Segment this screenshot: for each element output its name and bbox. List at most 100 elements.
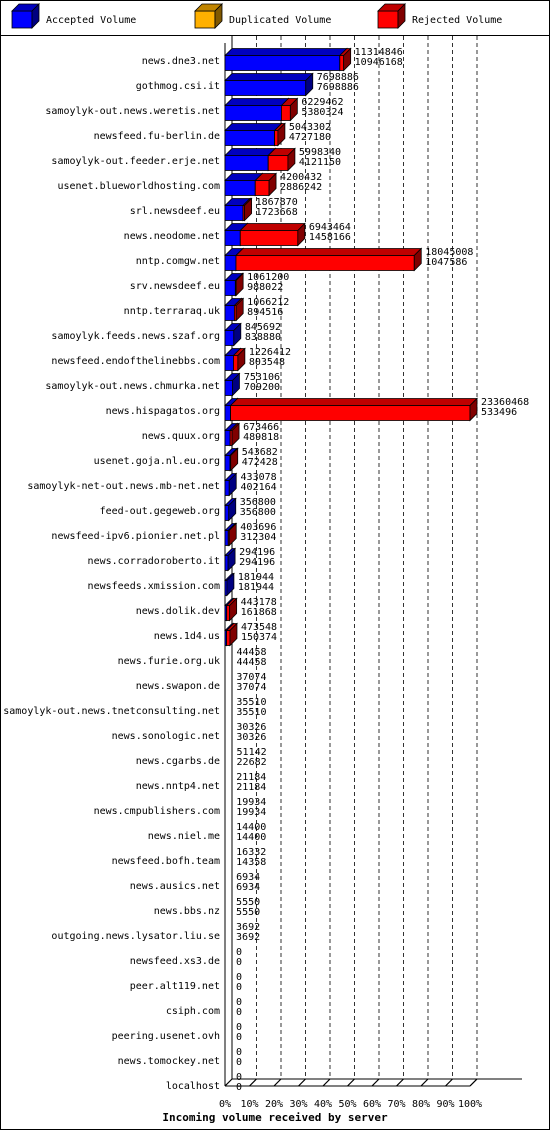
- x-tick-mark: [298, 1078, 306, 1087]
- value-label-accepted: 0: [236, 982, 242, 993]
- value-label-accepted: 1723668: [256, 207, 298, 218]
- value-label-accepted: 489818: [243, 432, 279, 443]
- bar-accepted: [224, 122, 283, 147]
- x-tick-mark: [371, 1078, 380, 1087]
- x-tick-label: 10%: [240, 1099, 258, 1110]
- category-label: nntp.terraraq.uk: [124, 306, 220, 317]
- bar-rejected: [229, 422, 241, 447]
- value-label-total: 1867870: [256, 197, 298, 208]
- category-label: news.swapon.de: [136, 681, 220, 692]
- value-label-total: 181944: [238, 572, 274, 583]
- value-label-total: 5043302: [289, 122, 331, 133]
- bar-rejected: [225, 622, 238, 647]
- value-label-accepted: 5550: [236, 907, 260, 918]
- value-label-total: 44458: [236, 647, 266, 658]
- value-label-total: 19934: [236, 797, 266, 808]
- x-tick-mark: [396, 1078, 404, 1087]
- bar-rejected: [254, 172, 278, 197]
- value-label-accepted: 5380324: [301, 107, 343, 118]
- value-label-total: 6943464: [309, 222, 351, 233]
- category-label: news.nntp4.net: [136, 781, 220, 792]
- x-axis: 0% 10% 20% 30% 40% 50% 60% 70% 80% 90% 100%: [219, 1078, 522, 1110]
- category-label: gothmog.csi.it: [136, 81, 220, 92]
- value-label-total: 673466: [243, 422, 279, 433]
- value-label-total: 7698886: [317, 72, 359, 83]
- value-label-total: 30326: [236, 722, 266, 733]
- bar-accepted: [224, 497, 237, 522]
- category-label: srv.newsdeef.eu: [130, 281, 220, 292]
- x-tick-label: 60%: [363, 1099, 381, 1110]
- value-label-total: 0: [236, 1022, 242, 1033]
- x-tick-label: 20%: [265, 1099, 283, 1110]
- x-tick-mark: [273, 1078, 282, 1087]
- value-label-total: 1226412: [249, 347, 291, 358]
- category-label: news.dolik.dev: [136, 606, 220, 617]
- bar-rejected: [239, 222, 306, 247]
- value-label-total: 0: [236, 947, 242, 958]
- value-label-accepted: 312304: [240, 532, 276, 543]
- category-label: news.cgarbs.de: [136, 756, 220, 767]
- value-label-total: 1066212: [247, 297, 289, 308]
- value-label-accepted: 0: [236, 1057, 242, 1068]
- value-label-accepted: 150374: [241, 632, 277, 643]
- value-label-total: 753106: [244, 372, 280, 383]
- legend-item-duplicated: Duplicated Volume: [194, 3, 331, 29]
- bar-rejected: [267, 147, 296, 172]
- bar-rejected: [229, 397, 478, 422]
- bar-accepted: [224, 322, 242, 347]
- value-label-total: 356800: [240, 497, 276, 508]
- bar-rejected: [234, 272, 245, 297]
- value-label-total: 16332: [236, 847, 266, 858]
- value-label-total: 6934: [236, 872, 260, 883]
- legend-label-accepted: Accepted Volume: [46, 15, 136, 26]
- category-label: csiph.com: [166, 1006, 220, 1017]
- x-tick-label: 0%: [219, 1099, 231, 1110]
- value-label-accepted: 181944: [238, 582, 274, 593]
- value-label-total: 1061200: [247, 272, 289, 283]
- value-label-total: 0: [236, 997, 242, 1008]
- bar-rejected: [228, 447, 239, 472]
- value-label-total: 294196: [239, 547, 275, 558]
- category-label: samoylyk-out.feeder.erje.net: [51, 156, 220, 167]
- x-tick-label: 90%: [436, 1099, 454, 1110]
- value-label-accepted: 1047586: [425, 257, 467, 268]
- value-label-accepted: 803548: [249, 357, 285, 368]
- category-label: samoylyk.feeds.news.szaf.org: [51, 331, 220, 342]
- legend-label-rejected: Rejected Volume: [412, 15, 502, 26]
- bar-accepted: [224, 472, 238, 497]
- legend: Accepted Volume Duplicated Volume Rejected…: [11, 3, 502, 29]
- value-label-accepted: 3692: [236, 932, 260, 943]
- category-label: srl.newsdeef.eu: [130, 206, 220, 217]
- value-label-total: 23360468: [481, 397, 529, 408]
- category-label: news.quux.org: [142, 431, 220, 442]
- category-label: samoylyk-out.news.chmurka.net: [45, 381, 220, 392]
- category-label: newsfeeds.xmission.com: [88, 581, 220, 592]
- category-label: newsfeed.bofh.team: [112, 856, 220, 867]
- value-label-accepted: 0: [236, 957, 242, 968]
- value-label-total: 11314846: [355, 47, 403, 58]
- value-label-total: 5998340: [299, 147, 341, 158]
- category-label: news.bbs.nz: [154, 906, 220, 917]
- value-label-accepted: 7698886: [317, 82, 359, 93]
- value-label-total: 543682: [242, 447, 278, 458]
- x-tick-mark: [469, 1078, 478, 1087]
- value-label-total: 6229462: [301, 97, 343, 108]
- value-label-accepted: 294196: [239, 557, 275, 568]
- value-label-accepted: 161868: [241, 607, 277, 618]
- value-label-total: 403696: [240, 522, 276, 533]
- value-label-accepted: 356800: [240, 507, 276, 518]
- x-tick-label: 40%: [314, 1099, 332, 1110]
- x-tick-mark: [445, 1078, 453, 1087]
- bar-rejected: [280, 97, 299, 122]
- category-label: newsfeed.fu-berlin.de: [94, 131, 220, 142]
- bar-rejected: [225, 597, 238, 622]
- category-label: usenet.blueworldhosting.com: [57, 181, 220, 192]
- x-tick-mark: [224, 1078, 233, 1087]
- category-label: news.tomockey.net: [118, 1056, 220, 1067]
- value-label-accepted: 6934: [236, 882, 260, 893]
- bar-accepted: [224, 97, 290, 122]
- category-label: news.neodome.net: [124, 231, 220, 242]
